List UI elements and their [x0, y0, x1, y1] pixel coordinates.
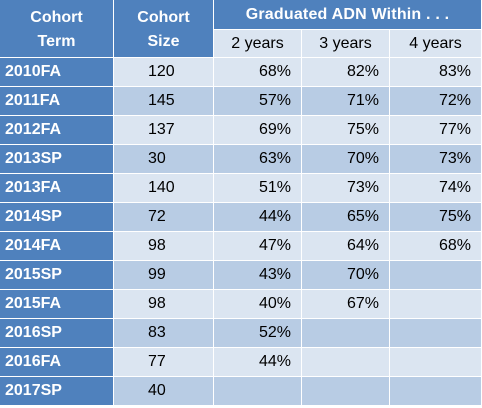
row-2-years: 51% [214, 174, 302, 203]
row-4-years [390, 261, 482, 290]
row-3-years: 70% [302, 261, 390, 290]
row-size: 99 [114, 261, 214, 290]
row-term: 2016SP [0, 319, 114, 348]
row-3-years: 75% [302, 116, 390, 145]
row-4-years: 74% [390, 174, 482, 203]
row-3-years: 70% [302, 145, 390, 174]
subheader-4-years: 4 years [390, 30, 482, 58]
row-2-years: 68% [214, 58, 302, 87]
row-4-years [390, 348, 482, 377]
row-3-years [302, 348, 390, 377]
row-4-years: 68% [390, 232, 482, 261]
row-term: 2012FA [0, 116, 114, 145]
header-cohort-size-line2: Size [147, 32, 180, 50]
row-4-years: 72% [390, 87, 482, 116]
row-2-years: 43% [214, 261, 302, 290]
row-size: 140 [114, 174, 214, 203]
row-2-years: 47% [214, 232, 302, 261]
subheader-3-years: 3 years [302, 30, 390, 58]
row-4-years: 75% [390, 203, 482, 232]
row-size: 83 [114, 319, 214, 348]
row-2-years: 44% [214, 203, 302, 232]
row-4-years: 83% [390, 58, 482, 87]
row-3-years [302, 319, 390, 348]
row-3-years: 71% [302, 87, 390, 116]
row-2-years: 57% [214, 87, 302, 116]
header-graduated-within: Graduated ADN Within . . . [214, 0, 482, 30]
row-size: 72 [114, 203, 214, 232]
row-2-years: 40% [214, 290, 302, 319]
header-cohort-size-line1: Cohort [137, 8, 190, 26]
row-3-years: 64% [302, 232, 390, 261]
row-3-years: 73% [302, 174, 390, 203]
row-size: 120 [114, 58, 214, 87]
row-2-years [214, 377, 302, 406]
row-3-years: 82% [302, 58, 390, 87]
row-size: 30 [114, 145, 214, 174]
row-2-years: 52% [214, 319, 302, 348]
row-4-years [390, 290, 482, 319]
row-term: 2010FA [0, 58, 114, 87]
row-2-years: 44% [214, 348, 302, 377]
header-cohort-term: Cohort Term [0, 0, 114, 58]
row-term: 2015SP [0, 261, 114, 290]
row-size: 40 [114, 377, 214, 406]
row-term: 2014FA [0, 232, 114, 261]
row-term: 2017SP [0, 377, 114, 406]
row-term: 2015FA [0, 290, 114, 319]
row-3-years: 67% [302, 290, 390, 319]
row-size: 137 [114, 116, 214, 145]
row-size: 145 [114, 87, 214, 116]
row-term: 2016FA [0, 348, 114, 377]
row-4-years: 77% [390, 116, 482, 145]
header-cohort-size: Cohort Size [114, 0, 214, 58]
row-4-years: 73% [390, 145, 482, 174]
row-4-years [390, 377, 482, 406]
row-3-years [302, 377, 390, 406]
row-size: 77 [114, 348, 214, 377]
row-3-years: 65% [302, 203, 390, 232]
subheader-2-years: 2 years [214, 30, 302, 58]
row-size: 98 [114, 290, 214, 319]
row-size: 98 [114, 232, 214, 261]
row-2-years: 63% [214, 145, 302, 174]
row-term: 2013FA [0, 174, 114, 203]
header-cohort-term-line2: Term [37, 32, 76, 50]
row-term: 2011FA [0, 87, 114, 116]
row-term: 2014SP [0, 203, 114, 232]
header-cohort-term-line1: Cohort [30, 8, 83, 26]
row-term: 2013SP [0, 145, 114, 174]
row-2-years: 69% [214, 116, 302, 145]
row-4-years [390, 319, 482, 348]
